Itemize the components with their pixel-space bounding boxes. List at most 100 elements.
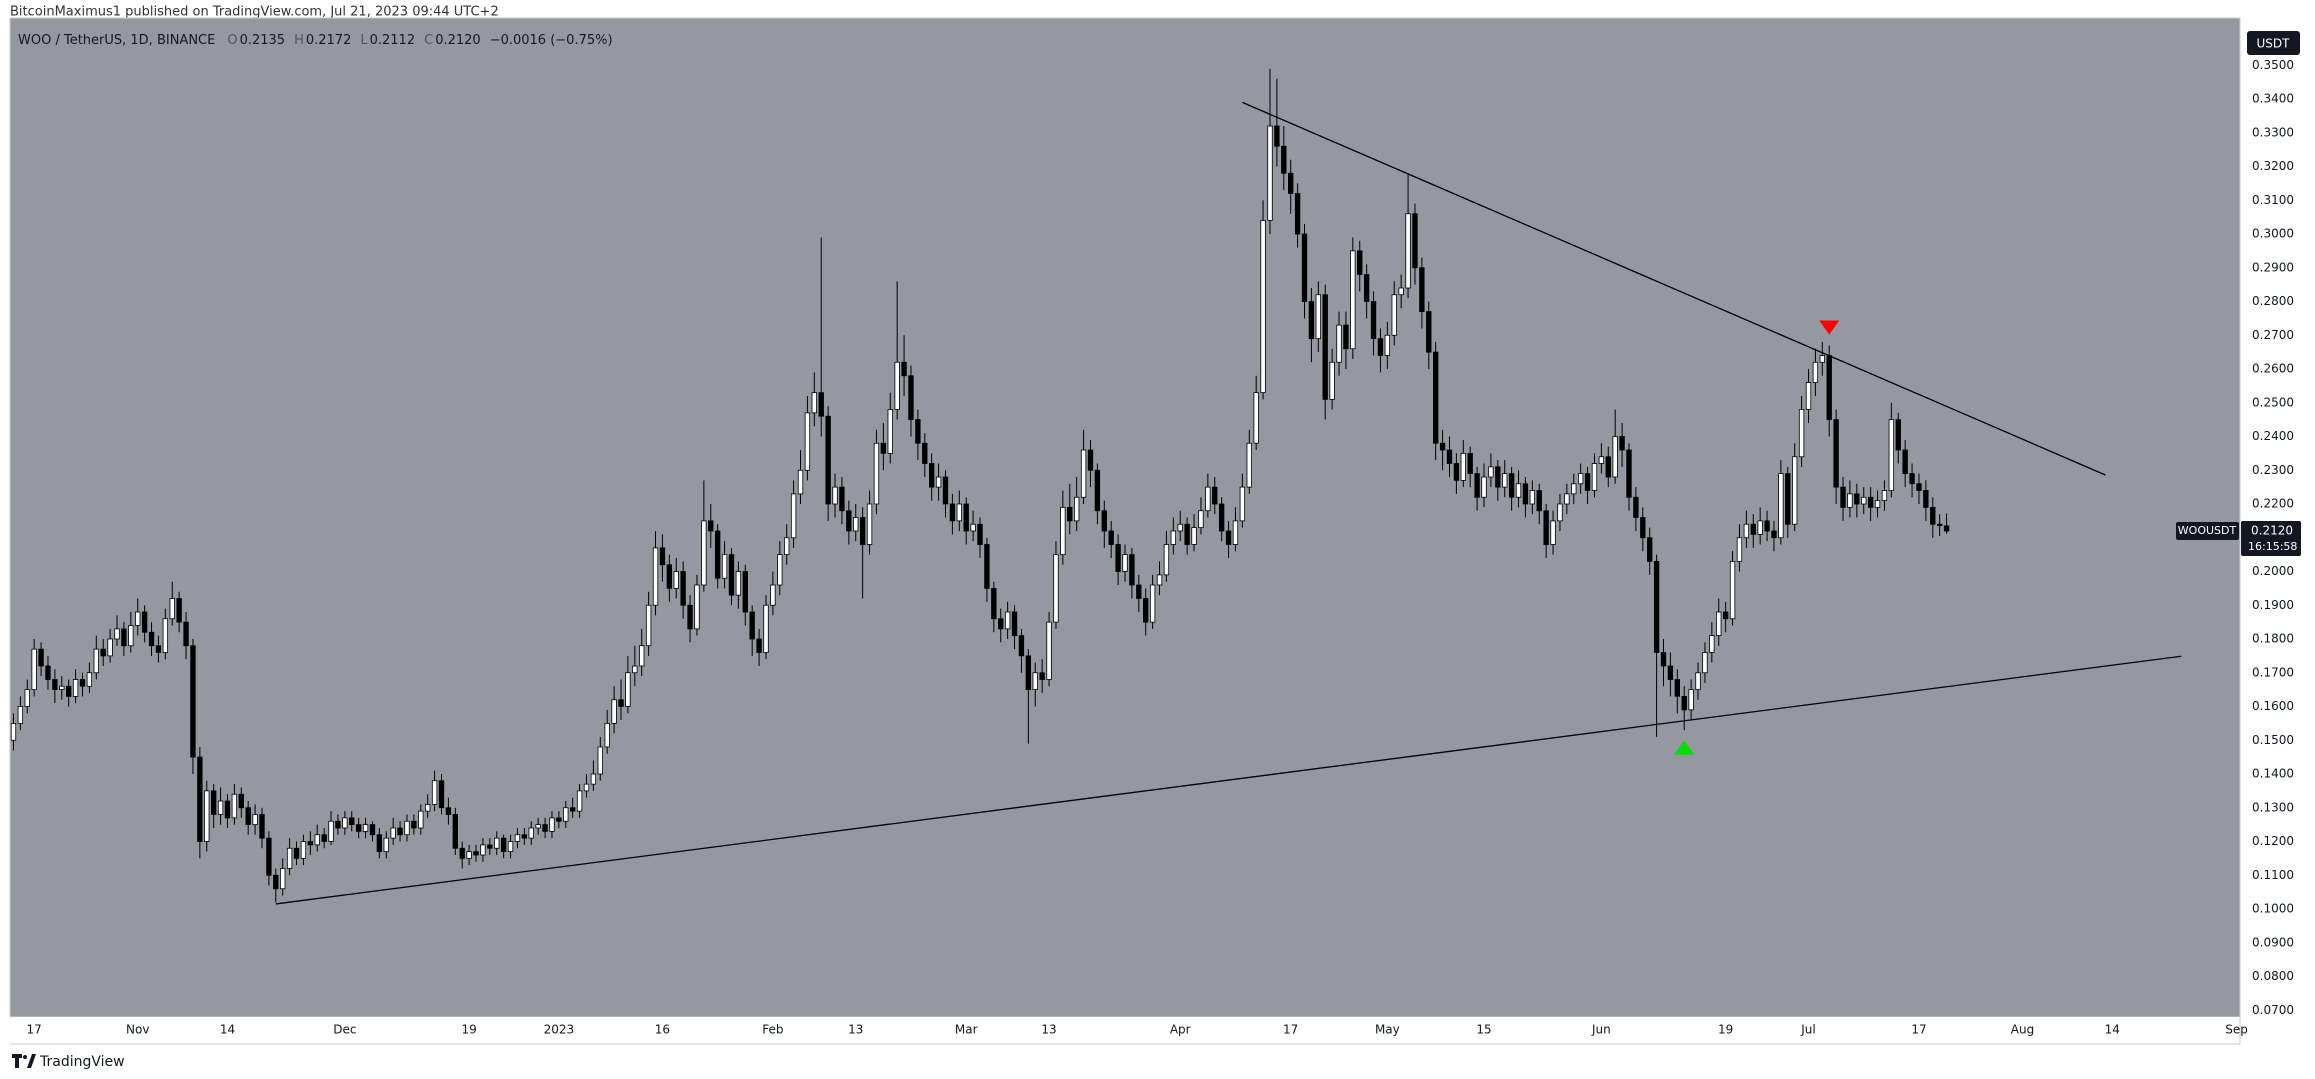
currency-label[interactable]: USDT bbox=[2257, 37, 2291, 51]
candle-body bbox=[1543, 510, 1549, 545]
candle-body bbox=[438, 780, 445, 809]
ohlc-value: 0.2135 bbox=[240, 33, 286, 48]
x-tick-label: 19 bbox=[1718, 1023, 1733, 1037]
candle-body bbox=[528, 827, 534, 839]
y-tick-label: 0.1900 bbox=[2252, 598, 2294, 612]
candle-body bbox=[500, 837, 507, 853]
candle-body bbox=[977, 523, 983, 545]
candle-body bbox=[1681, 695, 1687, 711]
candle-body bbox=[1101, 510, 1107, 532]
candle-body bbox=[1529, 490, 1536, 505]
price-tag-label: 0.2120 bbox=[2251, 524, 2293, 538]
y-tick-label: 0.3100 bbox=[2252, 193, 2294, 207]
candle-body bbox=[1046, 621, 1052, 680]
candle-body bbox=[1039, 672, 1045, 680]
candle-body bbox=[273, 874, 279, 890]
candle-body bbox=[397, 827, 403, 836]
candle-body bbox=[100, 648, 106, 657]
candle-body bbox=[1709, 635, 1715, 653]
logo-mark bbox=[12, 1054, 22, 1068]
y-tick-label: 0.0800 bbox=[2252, 969, 2294, 983]
candle-body bbox=[1198, 510, 1204, 529]
candle-body bbox=[66, 685, 72, 697]
candle-body bbox=[10, 722, 17, 741]
candle-body bbox=[1481, 476, 1487, 498]
candle-body bbox=[1370, 301, 1377, 340]
y-tick-label: 0.1100 bbox=[2252, 868, 2294, 882]
candle-body bbox=[846, 510, 852, 532]
candle-body bbox=[1605, 456, 1611, 478]
candle-body bbox=[238, 793, 244, 809]
logo-slash bbox=[27, 1054, 36, 1068]
candle-body bbox=[210, 790, 217, 815]
candle-body bbox=[797, 469, 804, 495]
candle-body bbox=[321, 834, 327, 842]
candle-body bbox=[1315, 294, 1321, 340]
candle-body bbox=[128, 625, 134, 647]
candle-body bbox=[1695, 672, 1701, 691]
candle-body bbox=[45, 665, 51, 680]
x-tick-label: 17 bbox=[27, 1023, 42, 1037]
candle-body bbox=[721, 554, 728, 579]
candle-body bbox=[217, 800, 224, 815]
y-tick-label: 0.2000 bbox=[2252, 564, 2294, 578]
candle-body bbox=[1640, 517, 1646, 539]
candle-body bbox=[556, 817, 562, 822]
candle-body bbox=[535, 824, 541, 829]
footer-brand: TradingView bbox=[39, 1054, 125, 1070]
logo-dot bbox=[23, 1055, 27, 1059]
candle-body bbox=[1591, 463, 1598, 491]
x-tick-label: 19 bbox=[461, 1023, 476, 1037]
candle-body bbox=[1163, 544, 1170, 576]
countdown-label: 16:15:58 bbox=[2248, 540, 2297, 553]
candle-body bbox=[1136, 584, 1142, 599]
candle-body bbox=[1508, 473, 1515, 498]
x-tick-label: Nov bbox=[126, 1023, 149, 1037]
candle-body bbox=[1108, 530, 1114, 545]
candle-body bbox=[1460, 452, 1466, 481]
candle-body bbox=[873, 442, 880, 505]
candle-body bbox=[632, 665, 638, 674]
candle-body bbox=[1778, 473, 1784, 539]
candle-body bbox=[880, 442, 887, 454]
x-tick-label: May bbox=[1375, 1023, 1400, 1037]
candle-body bbox=[832, 486, 838, 505]
candle-body bbox=[507, 841, 514, 853]
candle-body bbox=[1785, 473, 1791, 525]
candle-body bbox=[183, 621, 189, 647]
candle-body bbox=[1391, 294, 1397, 336]
candle-body bbox=[1536, 490, 1542, 512]
candle-body bbox=[114, 628, 120, 640]
plot bbox=[10, 68, 2182, 905]
candle-body bbox=[59, 685, 65, 691]
axes: 0.0700 0.0800 0.0900 0.1000 0.1100 0.1200 0.13… bbox=[27, 58, 2294, 1037]
candle-body bbox=[1329, 361, 1335, 400]
candle-body bbox=[155, 645, 162, 653]
candle-body bbox=[652, 547, 659, 606]
candle-body bbox=[956, 503, 962, 522]
currency-button[interactable] bbox=[2247, 31, 2300, 55]
candle-body bbox=[1861, 496, 1867, 505]
candle-body bbox=[1743, 523, 1750, 539]
y-tick-label: 0.2400 bbox=[2252, 429, 2294, 443]
candle-body bbox=[1073, 496, 1080, 522]
candle-body bbox=[231, 793, 238, 819]
x-tick-label: 14 bbox=[2105, 1023, 2120, 1037]
candle-body bbox=[204, 790, 210, 842]
candle-body bbox=[1308, 301, 1315, 340]
candle-body bbox=[915, 419, 921, 444]
candle-body bbox=[418, 810, 424, 829]
candle-body bbox=[31, 648, 37, 691]
candle-body bbox=[1729, 560, 1736, 620]
candle-body bbox=[1115, 544, 1121, 572]
y-tick-label: 0.2200 bbox=[2252, 497, 2294, 511]
candle-body bbox=[1453, 463, 1460, 481]
candle-body bbox=[1004, 611, 1011, 630]
candle-body bbox=[1384, 334, 1391, 356]
candle-body bbox=[866, 503, 873, 545]
candle-body bbox=[1149, 584, 1156, 623]
candle-body bbox=[853, 517, 859, 532]
candle-body bbox=[549, 817, 555, 832]
candle-body bbox=[1439, 442, 1446, 451]
